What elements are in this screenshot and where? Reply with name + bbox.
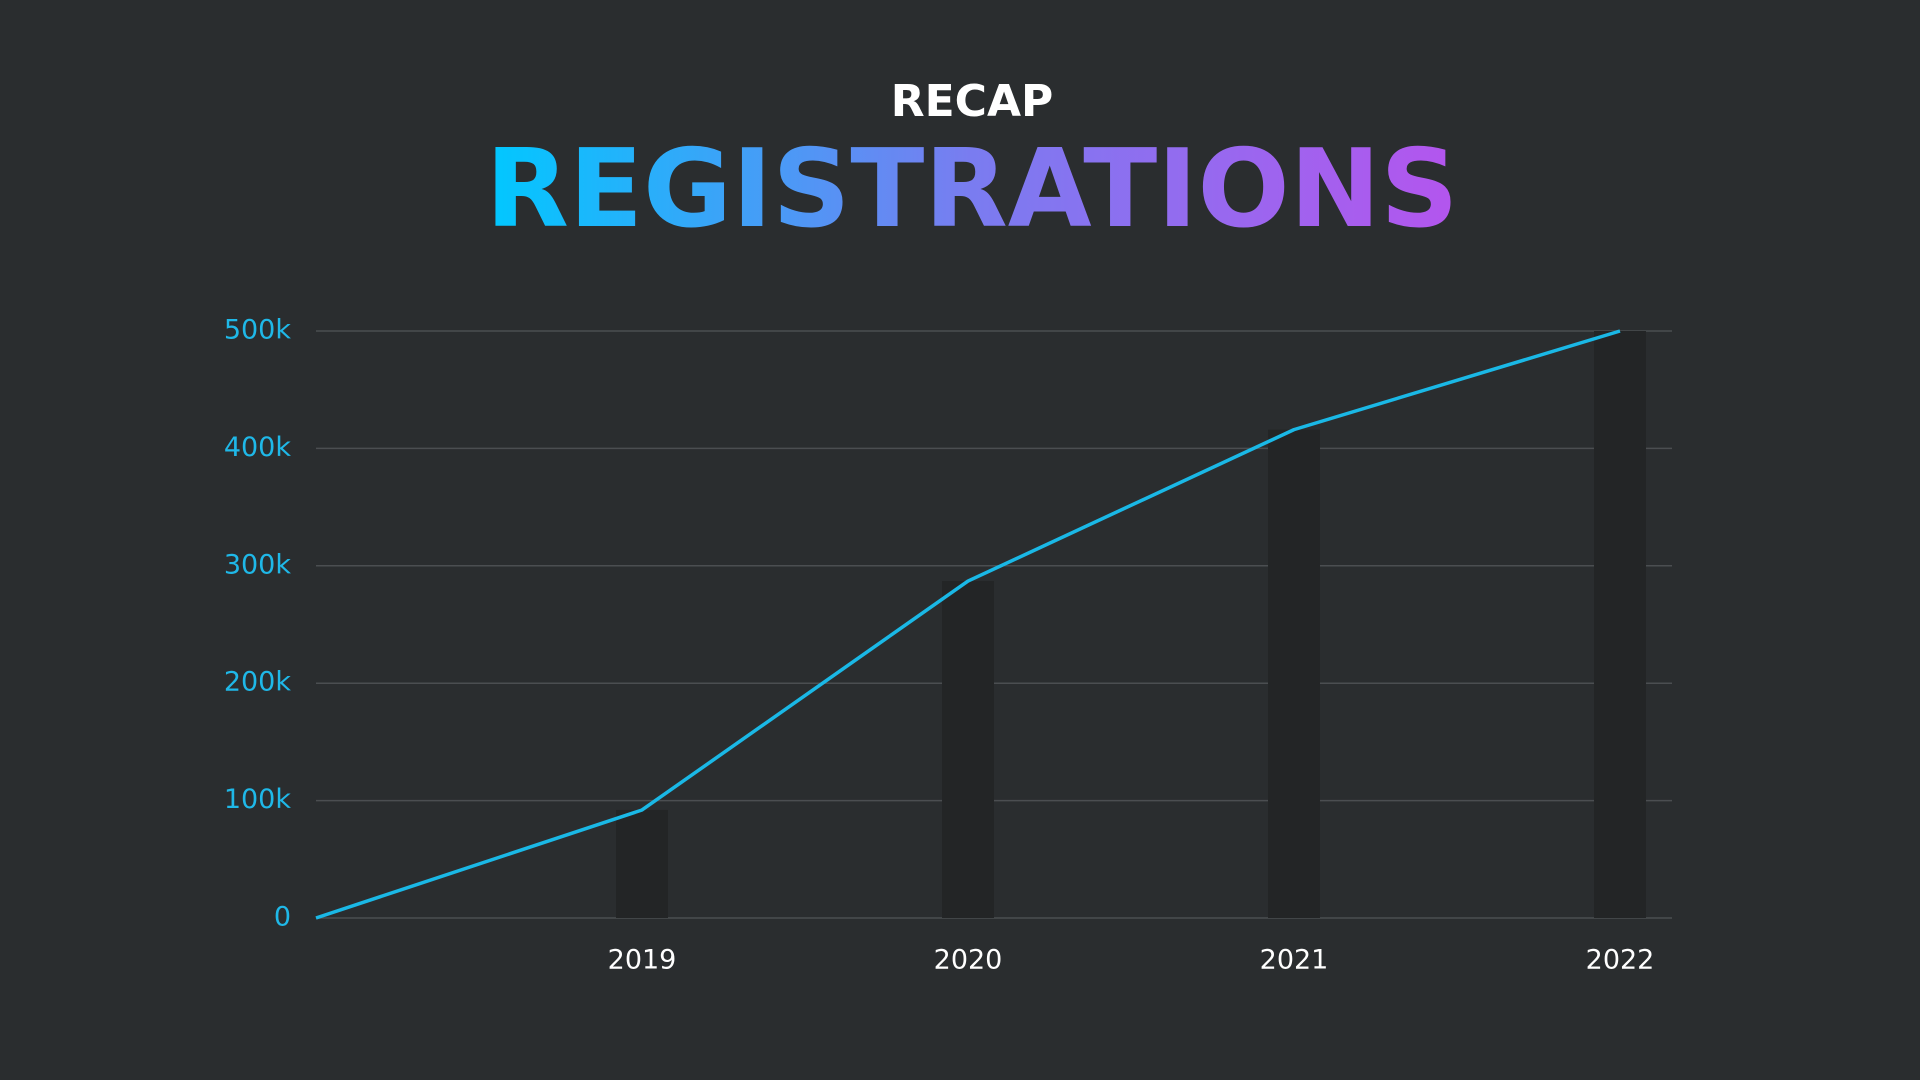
y-tick-label: 100k: [224, 784, 292, 815]
y-tick-label: 300k: [224, 549, 292, 580]
y-tick-label: 200k: [224, 667, 292, 698]
line: [315, 329, 1621, 920]
value-shadow: [1268, 429, 1320, 918]
value-shadow: [942, 581, 994, 918]
chart-supertitle: RECAP: [891, 76, 1054, 127]
x-tick-label: 2020: [934, 945, 1003, 976]
y-tick-label: 400k: [224, 432, 292, 463]
value-shadow: [1594, 331, 1646, 918]
value-shadow: [616, 809, 668, 918]
x-tick-label: 2022: [1586, 945, 1655, 976]
y-tick-label: 0: [274, 902, 291, 933]
y-tick-label: 500k: [224, 315, 292, 346]
x-tick-label: 2019: [608, 945, 677, 976]
x-tick-label: 2021: [1260, 945, 1329, 976]
chart-title: REGISTRATIONS: [486, 127, 1459, 252]
